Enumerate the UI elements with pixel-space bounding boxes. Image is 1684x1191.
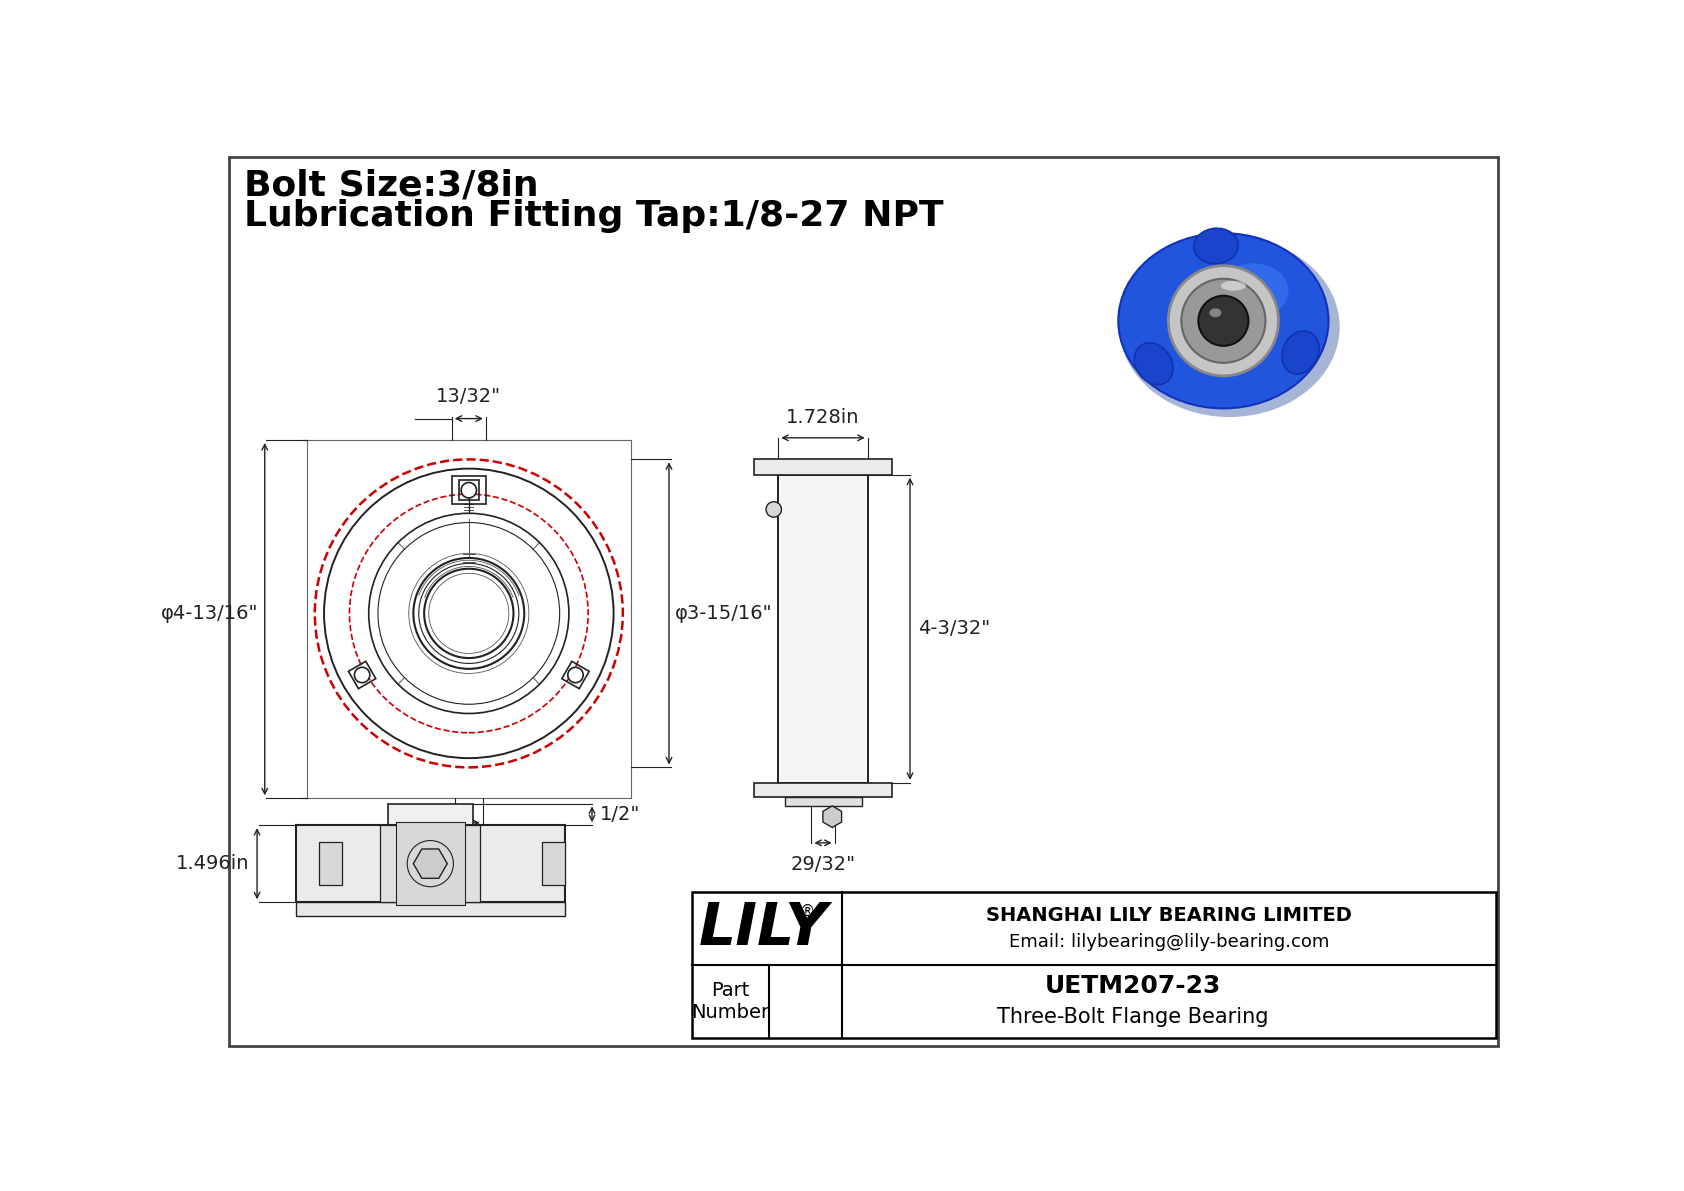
Text: 4-3/32": 4-3/32" <box>918 619 990 638</box>
Bar <box>318 842 342 885</box>
Bar <box>396 822 465 905</box>
Text: 1.496in: 1.496in <box>175 854 249 873</box>
Bar <box>296 902 566 916</box>
Text: φ3-15/16": φ3-15/16" <box>675 604 773 623</box>
Bar <box>542 842 566 885</box>
Text: 1.728in: 1.728in <box>786 409 861 428</box>
Circle shape <box>568 667 583 682</box>
Bar <box>754 460 893 475</box>
Circle shape <box>1169 266 1278 376</box>
Bar <box>349 661 376 688</box>
Bar <box>692 892 1495 1039</box>
Ellipse shape <box>1120 237 1340 417</box>
Ellipse shape <box>1221 281 1246 291</box>
Text: Email: lilybearing@lily-bearing.com: Email: lilybearing@lily-bearing.com <box>1009 933 1329 950</box>
Ellipse shape <box>1135 343 1174 385</box>
Bar <box>381 825 480 902</box>
Text: LILY: LILY <box>699 900 829 958</box>
Circle shape <box>1199 295 1248 345</box>
Text: φ4-13/16": φ4-13/16" <box>162 604 259 623</box>
Bar <box>785 797 862 806</box>
Text: Bolt Size:3/8in: Bolt Size:3/8in <box>244 168 539 202</box>
Ellipse shape <box>1194 229 1238 263</box>
Text: ®: ® <box>800 904 815 919</box>
Text: Three-Bolt Flange Bearing: Three-Bolt Flange Bearing <box>997 1008 1268 1028</box>
Ellipse shape <box>1209 308 1221 317</box>
Text: UETM207-23: UETM207-23 <box>1044 974 1221 998</box>
Circle shape <box>354 667 370 682</box>
Circle shape <box>766 501 781 517</box>
Text: 1/2": 1/2" <box>600 805 640 824</box>
Text: Lubrication Fitting Tap:1/8-27 NPT: Lubrication Fitting Tap:1/8-27 NPT <box>244 199 943 233</box>
Text: SHANGHAI LILY BEARING LIMITED: SHANGHAI LILY BEARING LIMITED <box>987 906 1352 925</box>
Bar <box>458 480 478 500</box>
Text: 29/32": 29/32" <box>790 855 855 874</box>
Bar <box>562 661 589 688</box>
Ellipse shape <box>1282 331 1319 374</box>
Bar <box>778 475 867 782</box>
Bar <box>451 476 485 504</box>
Circle shape <box>461 482 477 498</box>
Text: 13/32": 13/32" <box>436 387 502 406</box>
Bar <box>754 782 893 797</box>
Ellipse shape <box>1118 233 1329 409</box>
Bar <box>387 804 473 825</box>
Text: Part
Number: Part Number <box>692 981 770 1022</box>
Bar <box>296 825 566 902</box>
Text: 1-7/16": 1-7/16" <box>433 835 505 854</box>
Circle shape <box>1182 279 1265 363</box>
Ellipse shape <box>1219 263 1288 318</box>
